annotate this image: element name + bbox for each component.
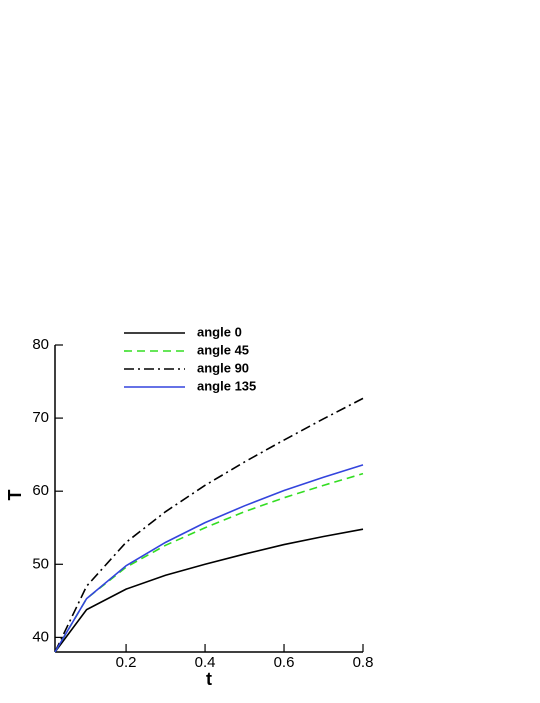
legend-label: angle 0 <box>197 324 242 339</box>
x-tick-label: 0.2 <box>116 654 137 671</box>
legend-label: angle 90 <box>197 360 249 375</box>
x-tick-label: 0.6 <box>274 654 295 671</box>
x-tick-label: 0.4 <box>195 654 216 671</box>
line-series <box>54 464 364 653</box>
x-tick-label: 0.8 <box>353 654 374 671</box>
legend-label: angle 45 <box>197 342 249 357</box>
y-tick-label: 70 <box>32 409 49 426</box>
legend-label: angle 135 <box>197 378 256 393</box>
x-axis-label: t <box>206 669 212 689</box>
line-series <box>54 397 364 653</box>
y-tick-label: 80 <box>32 336 49 353</box>
y-tick-label: 40 <box>32 628 49 645</box>
line-series <box>54 528 364 653</box>
y-tick-label: 60 <box>32 482 49 499</box>
y-axis-label: T <box>5 490 25 501</box>
y-tick-label: 50 <box>32 555 49 572</box>
